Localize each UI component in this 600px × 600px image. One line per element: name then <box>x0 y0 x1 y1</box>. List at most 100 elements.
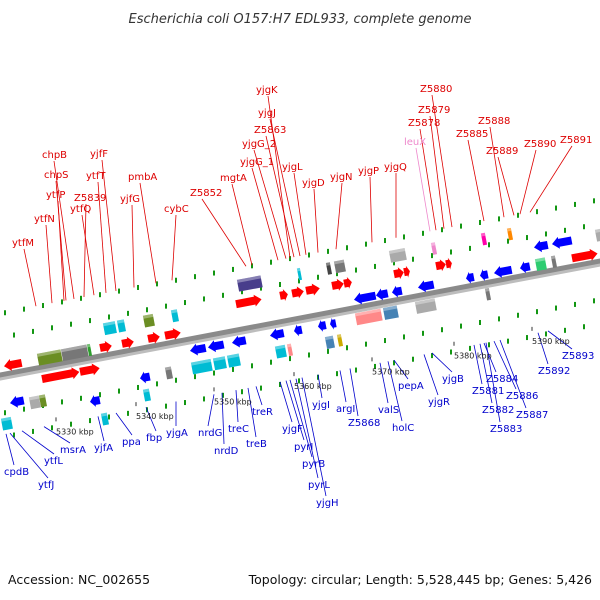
gene-feature <box>388 248 407 263</box>
label-leader <box>97 181 107 293</box>
gene-feature <box>430 242 438 255</box>
gene-feature <box>305 283 320 296</box>
gene-feature <box>534 257 547 272</box>
feature-tick <box>346 245 348 251</box>
gene-label: yjgQ <box>384 162 407 173</box>
gene-feature <box>190 358 213 375</box>
gene-label: mgtA <box>220 173 247 184</box>
feature-tick <box>251 263 253 269</box>
feature-tick <box>222 392 224 398</box>
feature-tick <box>232 266 234 272</box>
gene-feature <box>270 328 285 341</box>
label-leader <box>23 248 37 307</box>
gene-label: holC <box>392 423 414 434</box>
feature-tick <box>222 292 224 298</box>
feature-tick <box>89 418 91 424</box>
gene-label: Z5879 <box>418 105 450 116</box>
feature-tick <box>184 300 186 306</box>
label-leader <box>21 430 55 455</box>
label-leader <box>279 381 293 423</box>
label-leader <box>53 160 75 299</box>
label-leader <box>285 380 305 441</box>
feature-tick <box>194 374 196 380</box>
accession: Accession: NC_002655 <box>8 572 151 587</box>
scale-label: 5350 kbp <box>214 397 252 406</box>
label-leader <box>9 432 49 479</box>
label-leader <box>5 433 15 466</box>
feature-tick <box>270 259 272 265</box>
feature-tick <box>89 318 91 324</box>
scale-label: 5390 kbp <box>532 337 570 346</box>
feature-tick <box>156 281 158 287</box>
gene-feature <box>90 395 101 407</box>
gene-feature <box>208 340 225 353</box>
feature-tick <box>23 406 25 412</box>
feature-tick <box>545 331 547 337</box>
gene-feature <box>435 259 446 272</box>
label-leader <box>145 407 157 432</box>
feature-tick <box>327 348 329 354</box>
gene-label: yjgD <box>302 178 325 189</box>
genome-summary: Topology: circular; Length: 5,528,445 bp… <box>248 572 592 587</box>
label-leaders <box>5 94 573 497</box>
feature-tick <box>336 271 338 277</box>
gene-label: Z5893 <box>562 351 594 362</box>
feature-tick <box>469 345 471 351</box>
feature-tick <box>431 253 433 259</box>
gene-label: Z5892 <box>538 366 570 377</box>
feature-tick <box>488 242 490 248</box>
gene-label: ytfN <box>34 214 55 225</box>
gene-label: Z5890 <box>524 139 556 150</box>
gene-label: yjfF <box>90 149 108 160</box>
gene-feature <box>494 265 513 278</box>
gene-label: Z5878 <box>408 118 440 129</box>
gene-feature <box>325 262 333 275</box>
feature-tick <box>346 345 348 351</box>
gene-feature <box>79 363 100 376</box>
feature-tick <box>70 321 72 327</box>
gene-feature <box>296 267 303 281</box>
feature-tick <box>137 284 139 290</box>
label-leader <box>221 392 225 445</box>
label-leader <box>267 95 291 258</box>
gene-feature <box>86 343 93 357</box>
feature-tick <box>51 325 53 331</box>
feature-tick <box>536 309 538 315</box>
gene-label: pyrI <box>294 442 313 453</box>
label-leader <box>295 378 319 479</box>
label-leader <box>55 180 67 301</box>
feature-tick <box>412 356 414 362</box>
gene-label: yjgG_2 <box>242 139 276 150</box>
feature-tick <box>194 274 196 280</box>
feature-tick <box>203 296 205 302</box>
feature-tick <box>431 353 433 359</box>
label-leader <box>419 128 437 231</box>
feature-tick <box>241 389 243 395</box>
feature-tick <box>507 238 509 244</box>
gene-feature <box>382 305 399 320</box>
gene-label: Z5884 <box>486 374 518 385</box>
feature-tick <box>365 341 367 347</box>
gene-feature <box>147 331 160 344</box>
gene-feature <box>38 394 48 408</box>
gene-feature <box>594 228 600 242</box>
gene-label: Z5881 <box>472 386 504 397</box>
feature-tick <box>127 410 129 416</box>
feature-tick <box>403 334 405 340</box>
feature-tick <box>279 281 281 287</box>
feature-tick <box>583 224 585 230</box>
feature-tick <box>317 374 319 380</box>
label-leader <box>497 156 515 216</box>
label-leader <box>45 224 53 304</box>
gene-feature <box>318 319 327 332</box>
gene-feature <box>343 276 352 289</box>
gene-feature <box>60 344 89 362</box>
gene-feature <box>333 259 346 274</box>
gene-label: Z5887 <box>516 410 548 421</box>
label-leader <box>101 159 117 292</box>
feature-tick <box>251 363 253 369</box>
gene-feature <box>170 309 180 323</box>
feature-tick <box>564 227 566 233</box>
gene-feature <box>102 321 117 336</box>
